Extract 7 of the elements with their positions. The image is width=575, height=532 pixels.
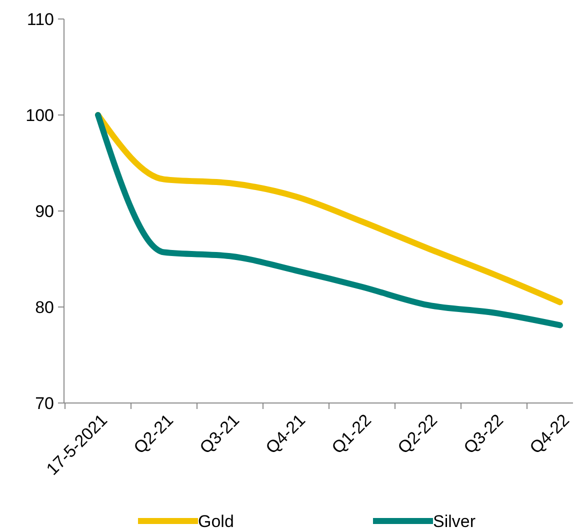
y-tick-label: 90 (35, 202, 54, 221)
legend-label: Silver (433, 512, 476, 531)
y-tick-label: 80 (35, 298, 54, 317)
y-tick-label: 70 (35, 394, 54, 413)
legend-label: Gold (198, 512, 234, 531)
y-tick-label: 110 (26, 10, 54, 29)
y-tick-label: 100 (26, 106, 54, 125)
